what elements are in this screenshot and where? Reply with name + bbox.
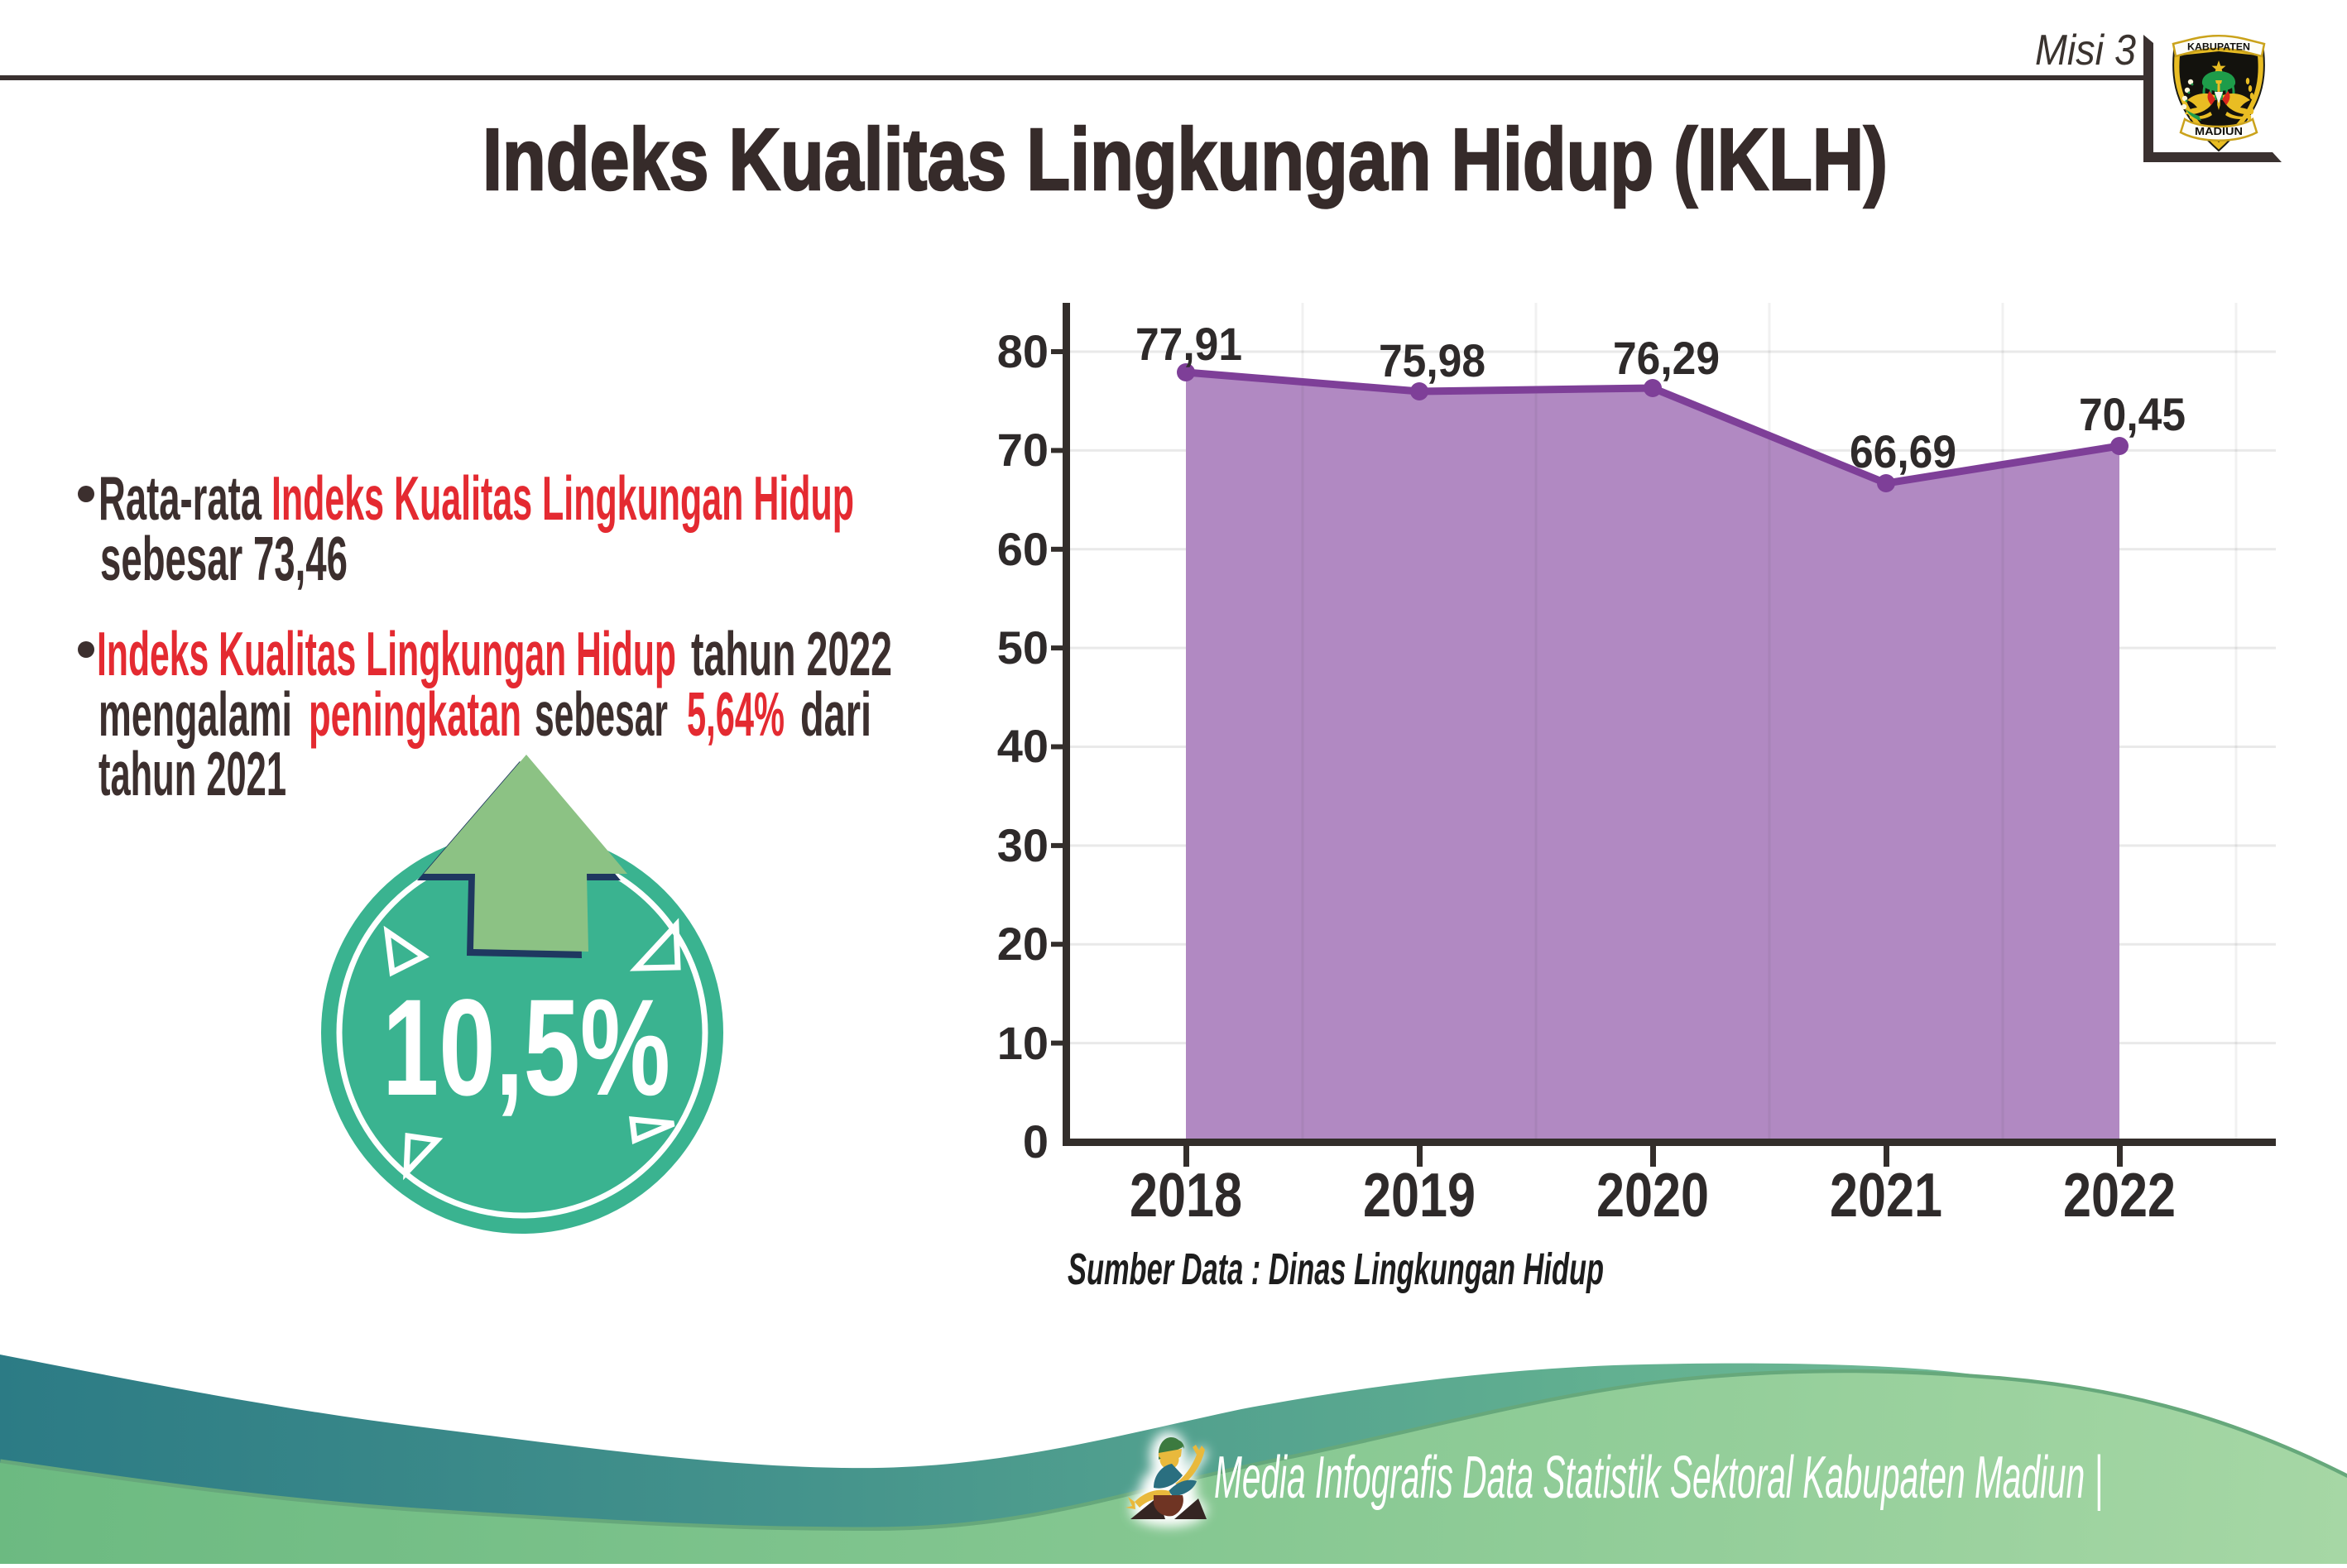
svg-text:50: 50	[997, 621, 1049, 674]
svg-text:20: 20	[997, 918, 1049, 970]
svg-text:5,64%: 5,64%	[687, 679, 785, 749]
svg-text:10,5%: 10,5%	[382, 971, 670, 1124]
svg-text:66,69: 66,69	[1850, 425, 1956, 477]
svg-text:2020: 2020	[1596, 1160, 1709, 1230]
svg-text:70,45: 70,45	[2079, 388, 2186, 440]
svg-text:80: 80	[997, 325, 1049, 377]
svg-text:peningkatan: peningkatan	[309, 679, 521, 749]
svg-text:77,91: 77,91	[1135, 318, 1242, 370]
svg-text:mengalami: mengalami	[98, 679, 292, 749]
svg-text:30: 30	[997, 819, 1049, 871]
svg-text:76,29: 76,29	[1613, 332, 1720, 384]
svg-text:2018: 2018	[1130, 1160, 1242, 1230]
svg-text:Sumber Data : Dinas Lingkungan: Sumber Data : Dinas Lingkungan Hidup	[1068, 1244, 1604, 1294]
svg-text:2022: 2022	[2063, 1160, 2176, 1230]
svg-text:tahun 2022: tahun 2022	[691, 619, 892, 688]
svg-text:70: 70	[997, 424, 1049, 476]
svg-text:Misi 3: Misi 3	[2035, 26, 2136, 74]
svg-text:Indeks Kualitas Lingkungan Hid: Indeks Kualitas Lingkungan Hidup (IKLH)	[482, 111, 1888, 209]
svg-text:60: 60	[997, 523, 1049, 575]
svg-text:MADIUN: MADIUN	[2195, 125, 2243, 137]
svg-text:dari: dari	[800, 679, 871, 749]
svg-text:Rata-rata: Rata-rata	[98, 463, 262, 533]
svg-text:Media Infografis Data Statisti: Media Infografis Data Statistik Sektoral…	[1214, 1445, 2103, 1511]
svg-text:Indeks Kualitas Lingkungan Hid: Indeks Kualitas Lingkungan Hidup	[97, 619, 676, 688]
svg-text:10: 10	[997, 1017, 1049, 1069]
svg-text:40: 40	[997, 720, 1049, 772]
svg-text:Indeks Kualitas Lingkungan Hid: Indeks Kualitas Lingkungan Hidup	[271, 463, 854, 533]
svg-text:2021: 2021	[1830, 1160, 1942, 1230]
svg-text:0: 0	[1023, 1115, 1049, 1168]
svg-text:sebesar 73,46: sebesar 73,46	[100, 524, 348, 593]
svg-text:sebesar: sebesar	[535, 679, 668, 749]
svg-text:2019: 2019	[1363, 1160, 1476, 1230]
svg-text:tahun 2021: tahun 2021	[98, 739, 286, 808]
svg-text:75,98: 75,98	[1379, 334, 1485, 386]
svg-text:KABUPATEN: KABUPATEN	[2187, 41, 2250, 53]
